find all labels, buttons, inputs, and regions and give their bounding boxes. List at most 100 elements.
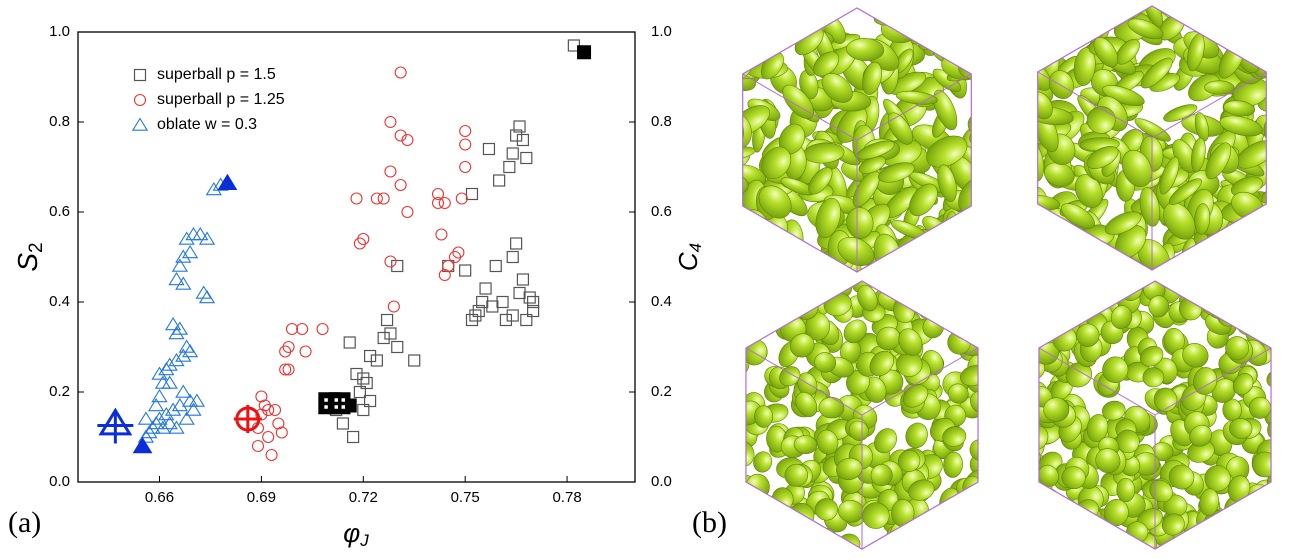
particle bbox=[815, 197, 841, 239]
marker-shape bbox=[377, 331, 390, 345]
particle bbox=[1048, 285, 1074, 312]
particle bbox=[1086, 106, 1116, 134]
particle bbox=[1270, 322, 1272, 347]
particle bbox=[1047, 528, 1072, 549]
marker bbox=[328, 392, 351, 415]
particle bbox=[786, 254, 829, 272]
particle bbox=[1203, 17, 1243, 35]
marker-shape bbox=[577, 45, 592, 60]
marker bbox=[503, 160, 516, 174]
particle bbox=[1259, 209, 1267, 247]
marker-shape bbox=[377, 192, 390, 205]
particle bbox=[943, 31, 972, 48]
y-tick-label: 0.8 bbox=[49, 113, 70, 130]
marker bbox=[489, 259, 502, 273]
marker bbox=[363, 349, 377, 363]
marker bbox=[185, 402, 202, 416]
particle bbox=[1073, 519, 1099, 542]
particle bbox=[783, 520, 806, 547]
particle bbox=[793, 529, 819, 549]
marker-shape bbox=[268, 403, 282, 417]
marker-shape bbox=[370, 354, 383, 367]
particle bbox=[745, 473, 770, 500]
particle bbox=[1010, 131, 1032, 169]
particle bbox=[979, 416, 1003, 443]
marker-shape bbox=[164, 402, 182, 416]
particle bbox=[1038, 425, 1049, 451]
y-tick-label: 0.0 bbox=[49, 473, 70, 490]
particle bbox=[784, 8, 809, 39]
particle bbox=[814, 352, 836, 373]
particle bbox=[1037, 22, 1056, 51]
particle bbox=[843, 319, 867, 344]
particle bbox=[1038, 507, 1051, 535]
marker bbox=[350, 367, 363, 381]
particle bbox=[937, 164, 957, 202]
particle bbox=[742, 146, 756, 161]
marker-shape bbox=[510, 237, 523, 250]
particle bbox=[1222, 232, 1250, 260]
particle bbox=[1224, 285, 1244, 308]
particle bbox=[870, 464, 893, 487]
particle bbox=[1223, 238, 1253, 265]
particle bbox=[748, 24, 774, 53]
marker bbox=[391, 340, 404, 354]
marker-shape bbox=[233, 405, 262, 433]
particle bbox=[1037, 225, 1060, 257]
particle bbox=[925, 521, 953, 543]
marker bbox=[265, 448, 278, 462]
marker-shape bbox=[350, 192, 363, 205]
marker-shape bbox=[394, 66, 407, 79]
particle bbox=[1102, 356, 1129, 383]
marker bbox=[520, 313, 533, 327]
particle bbox=[925, 281, 948, 299]
marker bbox=[377, 331, 390, 345]
marker bbox=[363, 394, 377, 408]
marker-shape bbox=[185, 226, 202, 241]
particle bbox=[1219, 115, 1263, 137]
marker-shape bbox=[205, 181, 222, 196]
particle bbox=[979, 516, 1006, 545]
particle bbox=[836, 533, 861, 549]
marker bbox=[299, 345, 312, 358]
particle bbox=[745, 303, 754, 326]
particle bbox=[975, 528, 979, 549]
marker bbox=[459, 264, 472, 277]
marker-shape bbox=[168, 271, 185, 286]
particle bbox=[1270, 298, 1289, 331]
particle bbox=[1225, 336, 1250, 361]
particle bbox=[1049, 6, 1065, 38]
particle bbox=[876, 326, 901, 351]
particle bbox=[793, 435, 818, 454]
marker-shape bbox=[144, 420, 161, 434]
marker bbox=[516, 273, 530, 286]
particle bbox=[1199, 488, 1219, 517]
particle bbox=[1217, 517, 1237, 539]
particle bbox=[1038, 314, 1051, 341]
particle bbox=[922, 281, 947, 303]
y2-tick-label: 0.4 bbox=[651, 293, 672, 310]
particle bbox=[1194, 203, 1211, 235]
particle bbox=[1076, 323, 1100, 347]
particle bbox=[1037, 256, 1066, 270]
particle bbox=[1101, 400, 1126, 421]
particle bbox=[1046, 288, 1070, 310]
particle bbox=[939, 248, 966, 272]
marker-shape bbox=[279, 363, 292, 376]
particle bbox=[1264, 16, 1267, 43]
particle bbox=[1189, 424, 1212, 447]
particle bbox=[1148, 295, 1170, 318]
marker bbox=[279, 345, 292, 358]
particle bbox=[723, 14, 742, 46]
box-edge bbox=[1038, 347, 1272, 549]
marker-shape bbox=[520, 151, 533, 165]
particle bbox=[887, 112, 913, 145]
particle bbox=[961, 281, 979, 294]
marker-shape bbox=[357, 372, 370, 385]
marker-shape bbox=[251, 439, 265, 453]
particle bbox=[952, 8, 972, 18]
marker bbox=[343, 336, 356, 349]
marker-shape bbox=[171, 321, 189, 335]
marker bbox=[493, 174, 506, 187]
particle bbox=[784, 530, 806, 549]
